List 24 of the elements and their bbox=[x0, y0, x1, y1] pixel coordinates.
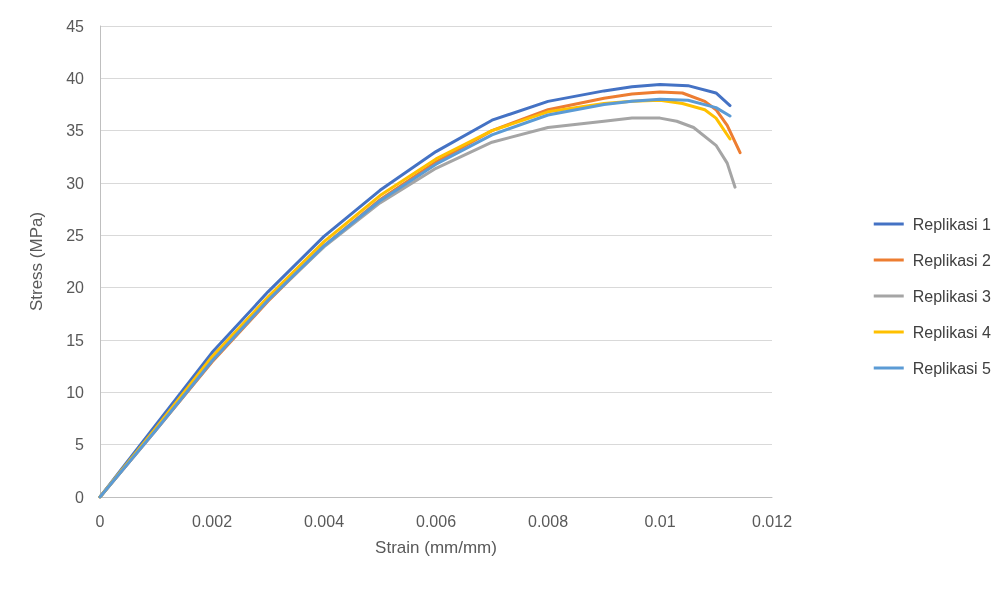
y-tick-label: 0 bbox=[75, 488, 85, 506]
legend-label: Replikasi 4 bbox=[912, 323, 992, 341]
legend-label: Replikasi 1 bbox=[912, 215, 992, 233]
x-tick-label: 0 bbox=[95, 512, 105, 530]
x-tick-label: 0.006 bbox=[415, 512, 457, 530]
x-tick-label: 0.01 bbox=[644, 512, 676, 530]
x-tick-label: 0.002 bbox=[191, 512, 233, 530]
y-tick-label: 45 bbox=[66, 17, 85, 35]
y-tick-label: 40 bbox=[66, 69, 85, 87]
y-tick-label: 20 bbox=[66, 279, 85, 297]
legend-label: Replikasi 5 bbox=[912, 359, 992, 377]
y-tick-label: 15 bbox=[66, 331, 85, 349]
x-tick-label: 0.004 bbox=[303, 512, 345, 530]
legend-label: Replikasi 3 bbox=[912, 287, 992, 305]
y-tick-label: 10 bbox=[66, 383, 85, 401]
y-tick-label: 35 bbox=[66, 122, 85, 140]
y-axis-title: Stress (MPa) bbox=[27, 211, 46, 312]
x-axis-title: Strain (mm/mm) bbox=[375, 538, 497, 557]
y-tick-label: 30 bbox=[66, 174, 85, 192]
y-tick-label: 5 bbox=[75, 436, 85, 454]
legend-label: Replikasi 2 bbox=[912, 251, 992, 269]
x-tick-label: 0.012 bbox=[751, 512, 793, 530]
x-tick-label: 0.008 bbox=[527, 512, 569, 530]
y-tick-label: 25 bbox=[66, 226, 85, 244]
